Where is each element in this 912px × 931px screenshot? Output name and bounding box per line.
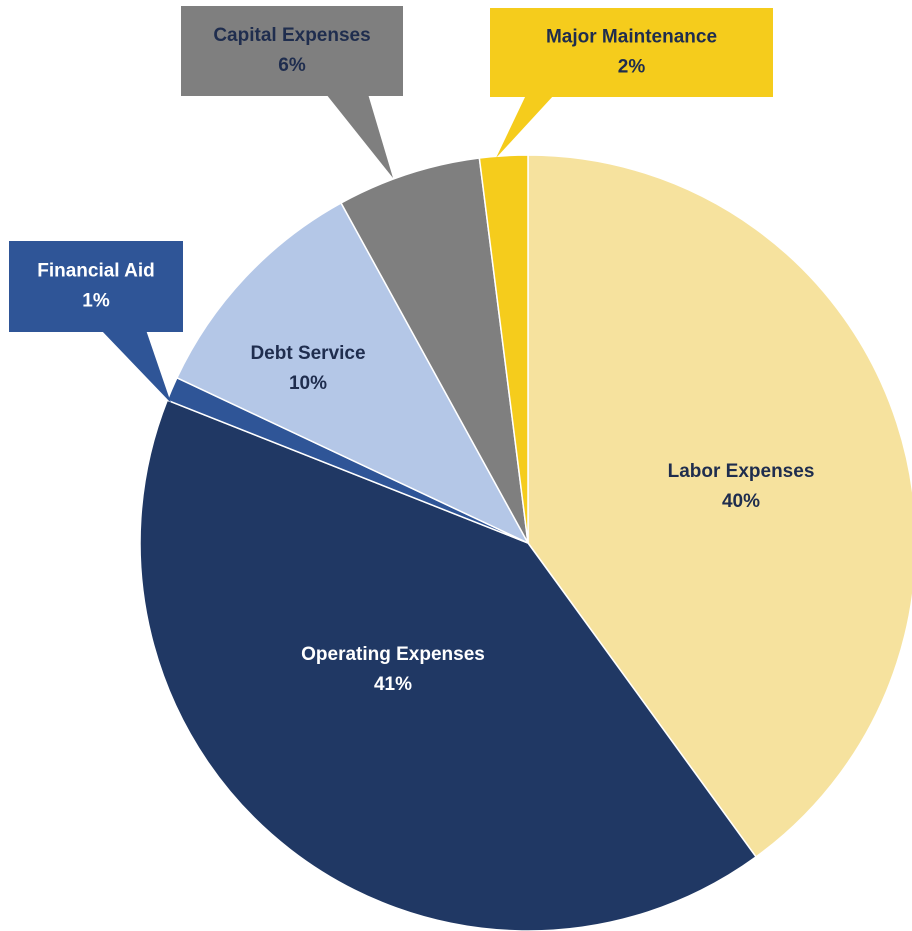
slice-financial-aid-callout-pointer [101, 330, 171, 403]
slice-major-maintenance-label: Major Maintenance [546, 27, 717, 48]
pie-slice-debt-service [175, 201, 530, 545]
slice-operating-expenses-percent: 41% [374, 674, 412, 695]
slice-capital-expenses-percent: 6% [278, 55, 306, 76]
pie-slice-capital-expenses [340, 157, 529, 544]
slice-financial-aid-label: Financial Aid [37, 261, 155, 282]
slice-capital-expenses-label: Capital Expenses [213, 25, 370, 46]
slice-financial-aid-percent: 1% [82, 291, 110, 312]
slice-labor-expenses-label: Labor Expenses [668, 461, 815, 482]
slice-capital-expenses-callout-pointer [326, 94, 393, 178]
slice-major-maintenance-callout [490, 8, 773, 158]
pie-slice-operating-expenses [139, 399, 758, 931]
slice-debt-service-label: Debt Service [250, 343, 365, 364]
slice-major-maintenance-callout-pointer [496, 95, 554, 158]
slice-debt-service-percent: 10% [289, 373, 327, 394]
slice-financial-aid-callout [9, 241, 183, 403]
slice-capital-expenses-callout [181, 6, 403, 178]
pie-slice-major-maintenance [478, 154, 529, 544]
slice-major-maintenance-percent: 2% [618, 57, 646, 78]
slice-financial-aid-callout-box [9, 241, 183, 332]
slice-capital-expenses-callout-box [181, 6, 403, 96]
slice-labor-expenses-percent: 40% [722, 491, 760, 512]
pie-slice-labor-expenses [527, 154, 912, 858]
slice-major-maintenance-callout-box [490, 8, 773, 97]
slice-operating-expenses-label: Operating Expenses [301, 644, 485, 665]
